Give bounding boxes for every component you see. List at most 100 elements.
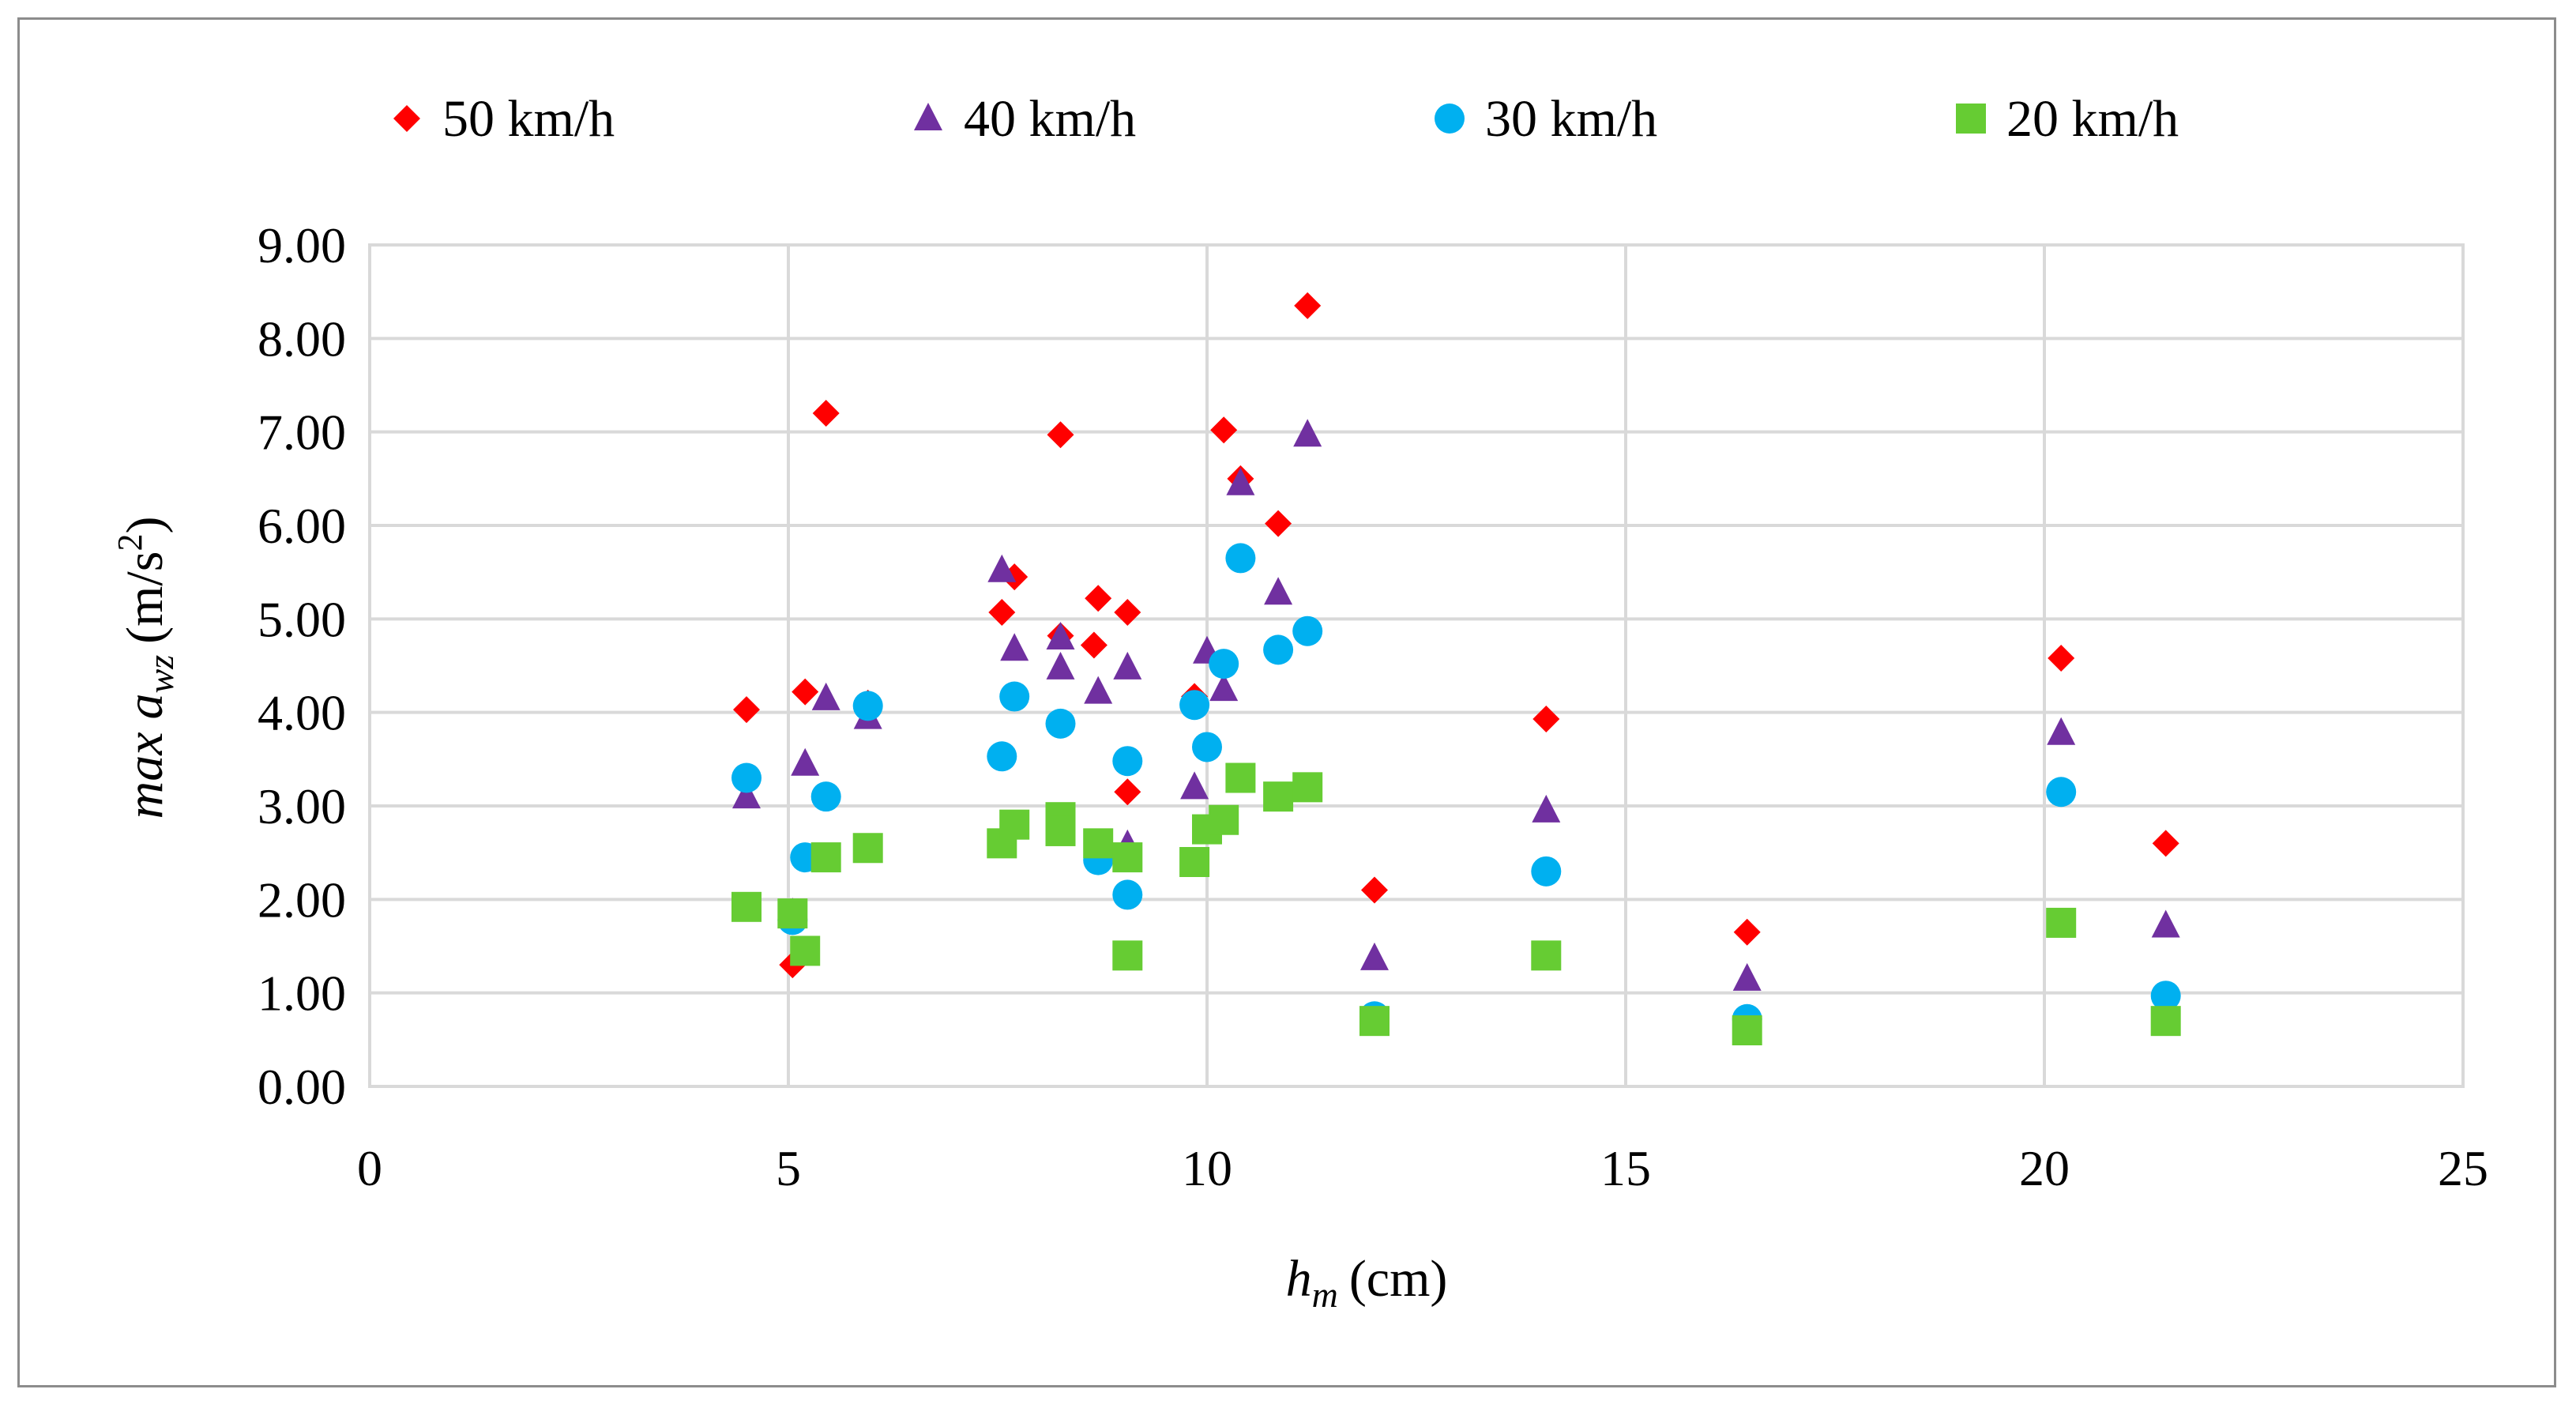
data-point-circle: [852, 691, 883, 721]
legend-marker-triangle: [914, 103, 942, 130]
data-point-triangle: [1046, 651, 1075, 680]
y-axis-title: max awz (m/s2): [111, 517, 181, 819]
data-point-triangle: [732, 781, 761, 809]
y-tick-label: 7.00: [258, 405, 346, 461]
y-axis-prefix: max: [116, 732, 174, 819]
y-tick-label: 3.00: [258, 778, 346, 834]
x-axis-title: hm (cm): [1286, 1250, 1448, 1315]
data-point-diamond: [988, 599, 1016, 627]
y-axis-unit-close: ): [116, 517, 174, 534]
data-point-triangle: [1209, 673, 1239, 702]
data-point-triangle: [1360, 942, 1389, 970]
y-tick-label: 8.00: [258, 311, 346, 367]
data-point-square: [810, 842, 841, 873]
data-point-triangle: [1046, 622, 1075, 649]
data-point-square: [999, 809, 1030, 840]
data-point-triangle: [1732, 962, 1762, 991]
y-axis-subscript: wz: [141, 655, 181, 694]
data-point-square: [790, 936, 821, 966]
data-point-triangle: [1226, 467, 1255, 495]
data-point-circle: [1179, 690, 1210, 721]
data-point-diamond: [2048, 645, 2075, 672]
data-point-diamond: [733, 696, 760, 724]
data-point-diamond: [1265, 510, 1292, 537]
data-points: [731, 292, 2181, 1045]
data-point-triangle: [1084, 676, 1113, 704]
data-point-triangle: [1264, 577, 1293, 605]
data-point-circle: [1263, 634, 1294, 665]
data-point-circle: [731, 762, 762, 793]
data-point-triangle: [1293, 419, 1322, 447]
data-point-diamond: [1532, 705, 1560, 732]
data-point-square: [2046, 907, 2077, 938]
data-point-circle: [1192, 732, 1222, 762]
data-point-triangle: [791, 747, 820, 776]
data-point-diamond: [1733, 918, 1761, 946]
data-point-circle: [1209, 649, 1239, 680]
data-point-triangle: [1000, 633, 1029, 661]
x-tick-label: 5: [776, 1140, 801, 1196]
data-point-diamond: [1294, 292, 1322, 319]
data-point-diamond: [2152, 830, 2179, 857]
data-point-diamond: [1114, 599, 1141, 627]
legend-label: 20 km/h: [2006, 90, 2179, 148]
data-point-circle: [1112, 746, 1143, 777]
data-point-square: [1732, 1015, 1762, 1045]
data-point-square: [1112, 940, 1143, 971]
y-axis-unit-open: (m/s: [116, 552, 174, 644]
data-point-diamond: [1361, 876, 1388, 904]
data-point-circle: [2046, 777, 2077, 808]
data-point-triangle: [811, 682, 840, 710]
data-point-square: [1179, 847, 1210, 877]
data-point-diamond: [1080, 631, 1107, 659]
legend-marker-diamond: [393, 105, 420, 132]
data-point-circle: [1045, 708, 1076, 739]
x-axis-symbol: h: [1286, 1250, 1312, 1308]
series-20-km-h: [731, 762, 2181, 1045]
legend: 50 km/h 40 km/h 30 km/h 20 km/h: [393, 90, 2179, 148]
data-point-square: [777, 898, 808, 929]
data-point-diamond: [792, 678, 819, 706]
data-point-circle: [987, 741, 1017, 772]
data-point-diamond: [812, 400, 840, 427]
data-point-diamond: [1047, 421, 1074, 449]
data-point-triangle: [1113, 651, 1142, 680]
legend-marker-square: [1956, 104, 1986, 134]
y-tick-label: 0.00: [258, 1059, 346, 1115]
data-point-square: [2150, 1006, 2181, 1037]
data-point-square: [731, 891, 762, 922]
x-tick-label: 0: [357, 1140, 382, 1196]
y-axis-unit-exponent: 2: [111, 534, 149, 552]
data-point-diamond: [1114, 778, 1141, 806]
data-point-triangle: [2047, 717, 2076, 745]
x-tick-label: 15: [1600, 1140, 1651, 1196]
x-tick-label: 10: [1182, 1140, 1232, 1196]
data-point-circle: [2150, 981, 2181, 1011]
y-tick-label: 6.00: [258, 498, 346, 554]
data-point-circle: [1292, 616, 1323, 646]
grid: [368, 243, 2465, 1088]
y-tick-label: 1.00: [258, 966, 346, 1022]
data-point-square: [1083, 828, 1114, 859]
data-point-square: [1209, 804, 1239, 835]
data-point-diamond: [1210, 416, 1238, 444]
x-axis-unit: (cm): [1349, 1250, 1448, 1308]
y-tick-label: 5.00: [258, 591, 346, 647]
data-point-circle: [810, 781, 841, 812]
data-point-triangle: [987, 554, 1017, 582]
data-point-square: [1045, 815, 1076, 846]
data-point-square: [1225, 762, 1256, 793]
data-point-diamond: [1085, 585, 1112, 612]
x-axis-subscript: m: [1312, 1274, 1338, 1315]
y-axis-ticks: 0.00 1.00 2.00 3.00 4.00 5.00 6.00 7.00 8.00 9.00: [258, 217, 346, 1115]
y-tick-label: 4.00: [258, 685, 346, 741]
data-point-triangle: [1532, 794, 1561, 823]
data-point-square: [852, 833, 883, 864]
legend-label: 40 km/h: [964, 90, 1136, 148]
data-point-circle: [999, 681, 1030, 712]
data-point-square: [1359, 1006, 1390, 1037]
x-tick-label: 20: [2019, 1140, 2070, 1196]
y-axis-symbol: a: [116, 693, 174, 719]
series-30-km-h: [731, 543, 2181, 1034]
